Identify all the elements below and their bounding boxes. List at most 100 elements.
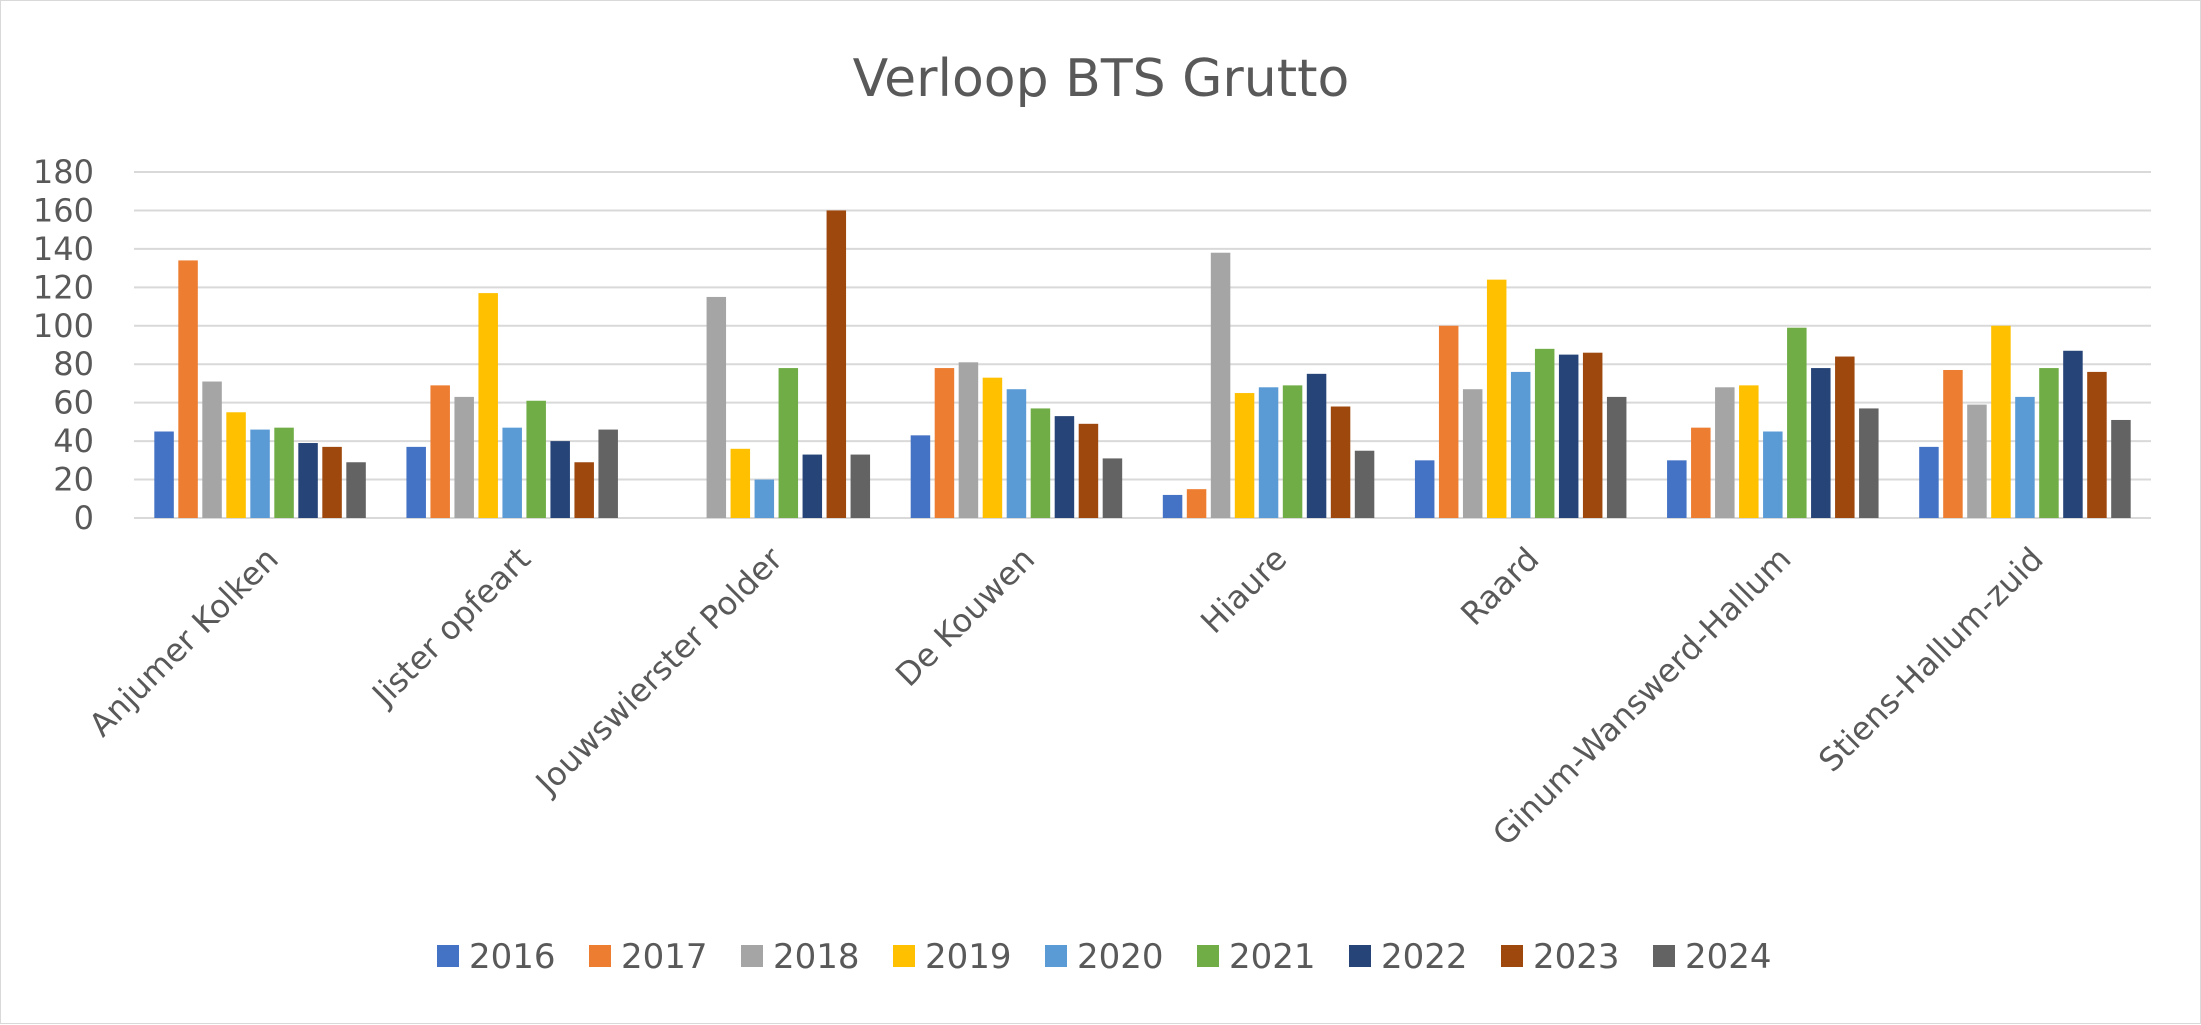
bar	[250, 429, 270, 518]
bar	[1787, 327, 1807, 518]
legend-label: 2018	[773, 937, 860, 977]
bar	[1606, 396, 1627, 518]
bars	[154, 210, 2131, 518]
legend-swatch	[589, 945, 611, 967]
y-tick-label: 180	[33, 153, 94, 191]
bar	[1667, 460, 1687, 518]
bar	[850, 454, 871, 518]
x-axis-ticks: Anjumer Kolken Jister opfeartJouwswierste…	[82, 539, 2051, 853]
bar	[1258, 387, 1279, 518]
bar	[2087, 371, 2107, 518]
y-tick-label: 140	[33, 230, 94, 268]
bar	[406, 446, 426, 518]
bar	[1582, 352, 1603, 518]
bar	[1078, 423, 1099, 518]
x-tick-label: Ginum-Wanswerd-Hallum	[1485, 540, 1798, 853]
bar	[1102, 458, 1123, 518]
legend-swatch	[1045, 945, 1067, 967]
legend-swatch	[437, 945, 459, 967]
x-tick-label: Stiens-Hallum-zuid	[1811, 540, 2050, 779]
legend-swatch	[1653, 945, 1675, 967]
bar	[226, 412, 246, 518]
bar	[274, 427, 294, 518]
bar	[1510, 371, 1531, 518]
legend-swatch	[893, 945, 915, 967]
bar	[430, 385, 450, 518]
legend-label: 2017	[621, 937, 708, 977]
x-tick-label: Raard	[1453, 540, 1546, 633]
x-tick-label: De Kouwen	[888, 540, 1042, 694]
bar	[1558, 354, 1579, 518]
bar	[2015, 396, 2035, 518]
legend: 2016 2017 2018 2019 2020 2021 2022 2023 2024	[437, 937, 1772, 977]
bar	[1414, 460, 1435, 518]
bar	[2039, 368, 2059, 518]
y-tick-label: 100	[33, 307, 94, 345]
y-tick-label: 20	[53, 461, 94, 499]
bar	[730, 448, 751, 518]
legend-label: 2016	[469, 937, 556, 977]
bar	[1967, 404, 1987, 518]
y-tick-label: 80	[53, 345, 94, 383]
x-tick-label: Anjumer Kolken	[82, 540, 286, 744]
bar	[598, 429, 618, 518]
x-tick-label: Jouwswierster Polder	[527, 539, 791, 803]
legend-label: 2023	[1533, 937, 1620, 977]
bar	[1162, 494, 1183, 518]
legend-swatch	[1349, 945, 1371, 967]
legend-swatch	[741, 945, 763, 967]
bar	[1943, 369, 1963, 518]
bar	[1691, 427, 1711, 518]
y-tick-label: 0	[74, 499, 94, 537]
legend-label: 2024	[1685, 937, 1772, 977]
bar	[1282, 385, 1303, 518]
bar	[574, 462, 594, 518]
bar	[526, 400, 546, 518]
bar	[550, 441, 570, 518]
bar	[1306, 373, 1327, 518]
bar	[1462, 389, 1483, 518]
bar	[202, 381, 222, 518]
bar	[154, 431, 174, 518]
bar	[322, 446, 342, 518]
x-tick-label: Jister opfeart	[363, 540, 537, 714]
bar	[1919, 446, 1939, 518]
legend-swatch	[1501, 945, 1523, 967]
bar	[1054, 416, 1075, 518]
bar	[1763, 431, 1783, 518]
y-tick-label: 120	[33, 268, 94, 306]
bar	[1330, 406, 1351, 518]
bar	[1859, 408, 1879, 518]
bar	[1739, 385, 1759, 518]
bar	[2063, 350, 2083, 518]
bar	[826, 210, 847, 518]
legend-label: 2019	[925, 937, 1012, 977]
bar	[478, 293, 498, 518]
bar	[910, 435, 931, 518]
bar	[934, 368, 955, 518]
bar	[1030, 408, 1051, 518]
bar	[1534, 348, 1555, 518]
y-tick-label: 60	[53, 384, 94, 422]
legend-swatch	[1197, 945, 1219, 967]
bar	[178, 260, 198, 518]
bar	[754, 479, 775, 518]
bar	[346, 462, 366, 518]
bar	[502, 427, 522, 518]
y-tick-label: 40	[53, 422, 94, 460]
bar	[1715, 387, 1735, 518]
bar	[454, 396, 474, 518]
bar	[1006, 389, 1027, 518]
bar	[958, 362, 979, 518]
bar	[1486, 279, 1507, 518]
bar	[1210, 252, 1231, 518]
bar	[1811, 368, 1831, 518]
bar	[982, 377, 1003, 518]
bar	[1186, 489, 1207, 518]
bar	[1354, 450, 1375, 518]
y-tick-label: 160	[33, 191, 94, 229]
legend-label: 2021	[1229, 937, 1316, 977]
bar	[778, 368, 799, 518]
